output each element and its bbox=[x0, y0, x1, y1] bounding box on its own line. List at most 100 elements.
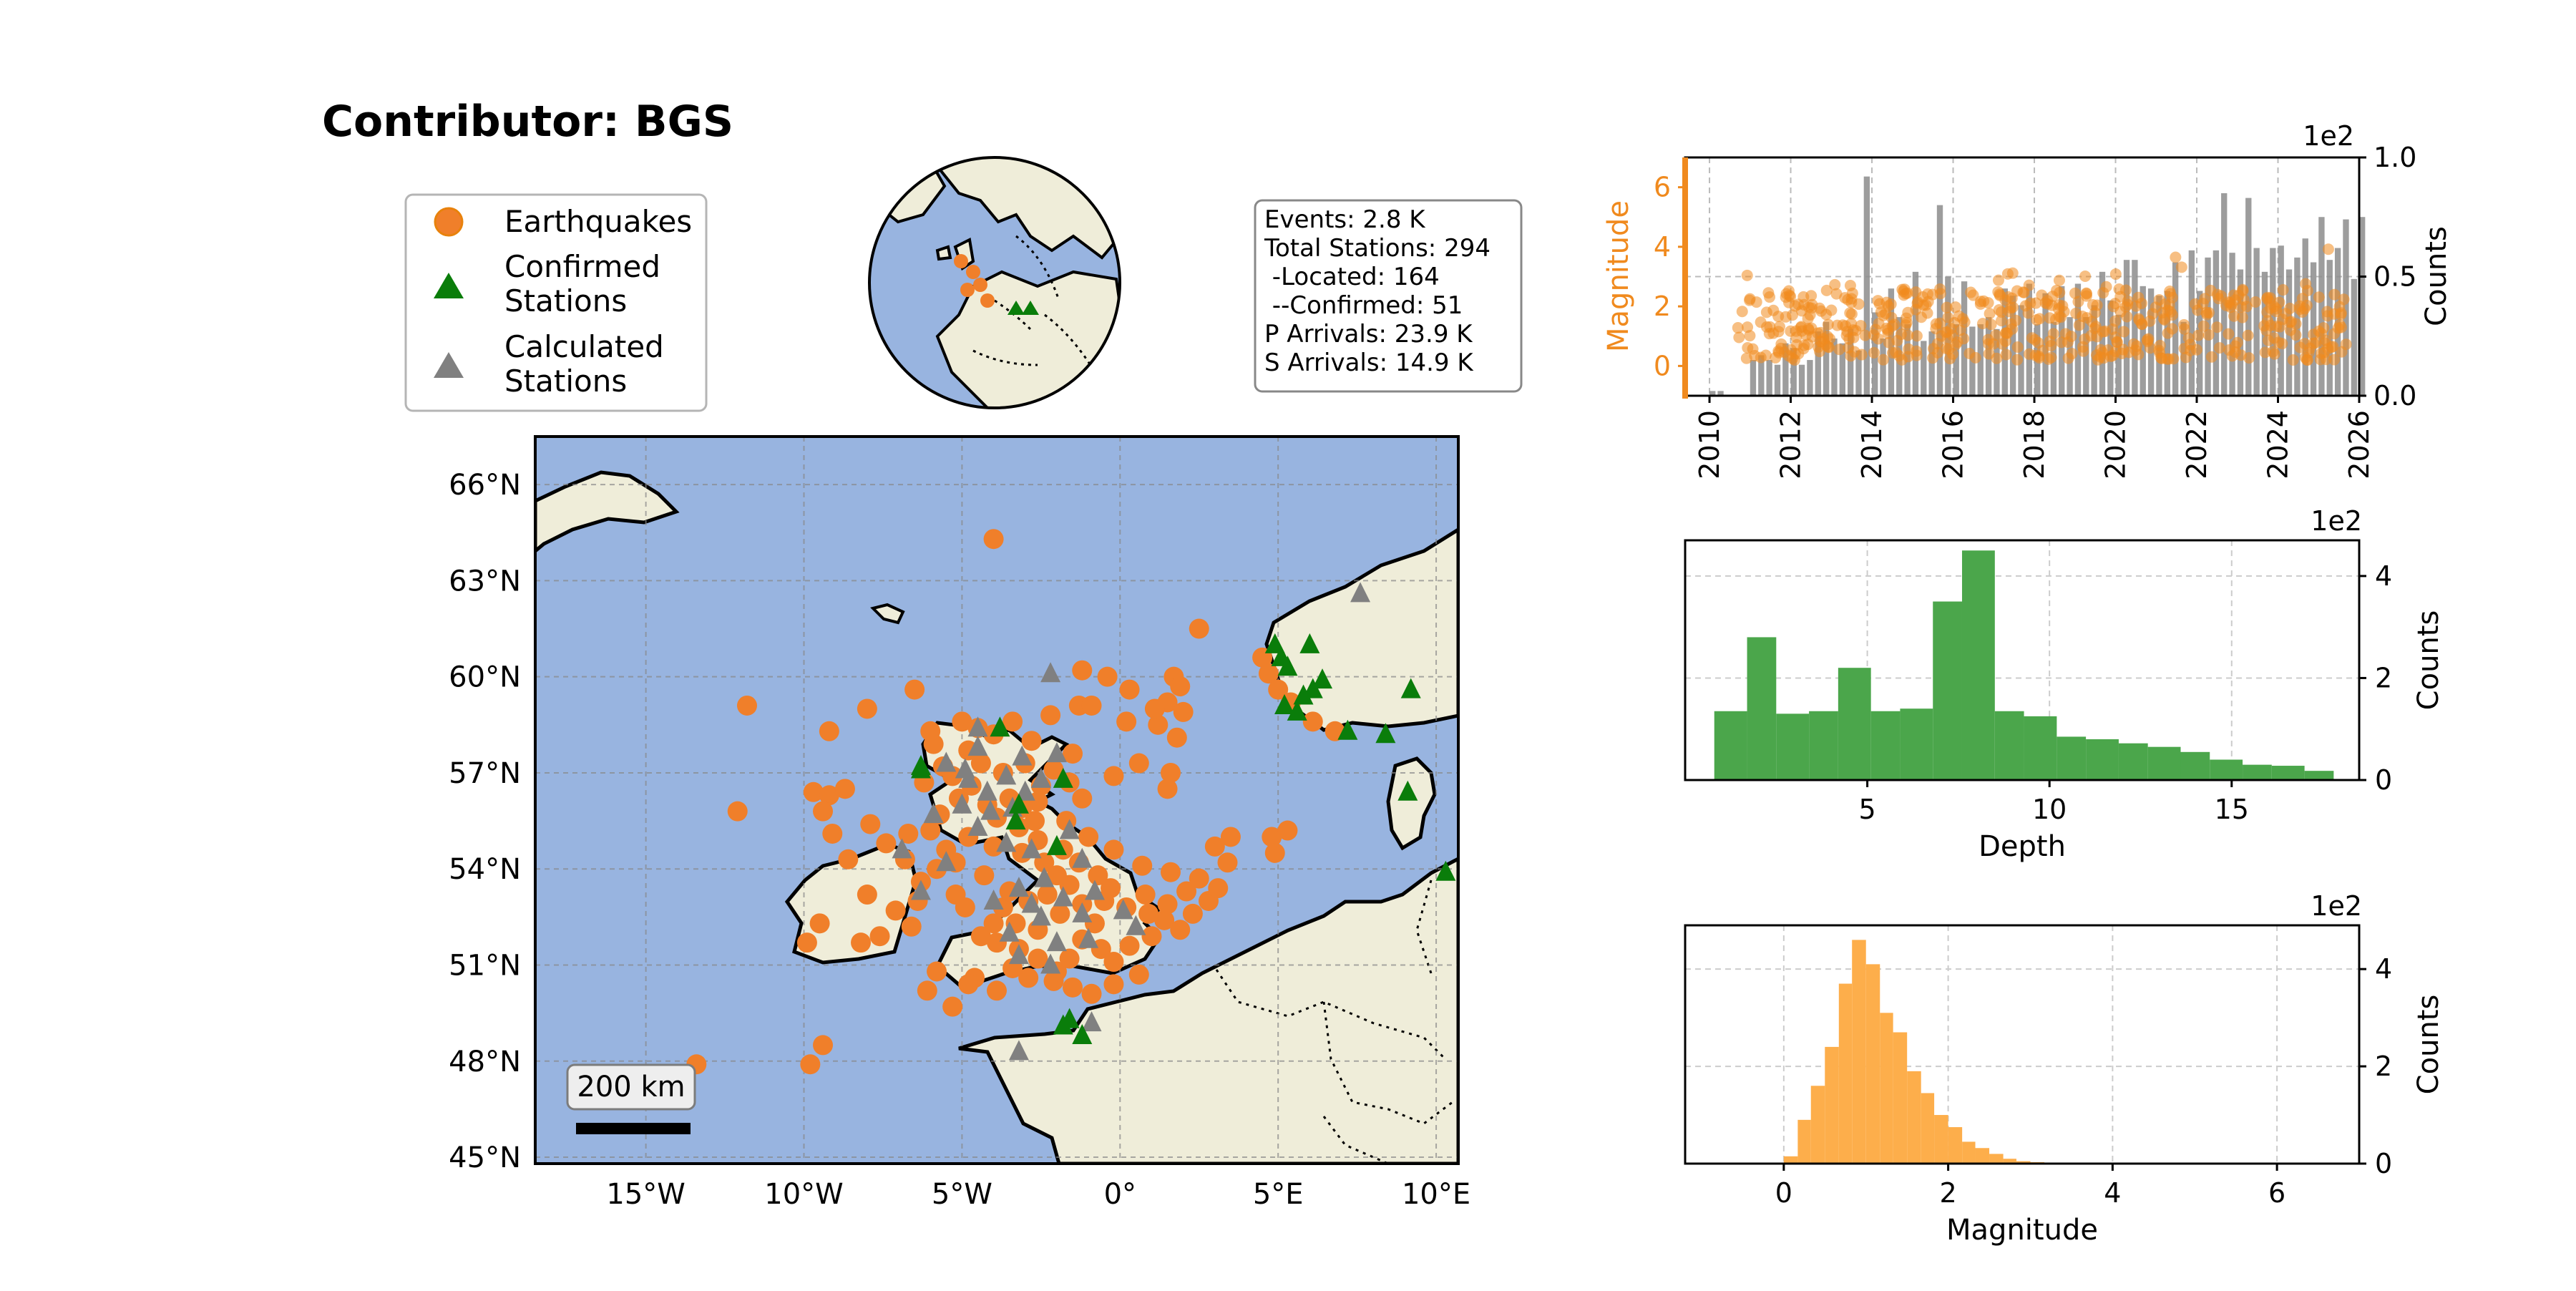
figure-title: Contributor: BGS bbox=[322, 97, 733, 147]
magnitude-point bbox=[1732, 322, 1744, 334]
count-bar bbox=[1758, 355, 1765, 396]
magnitude-point bbox=[1891, 334, 1903, 346]
magnitude-point bbox=[2011, 354, 2024, 366]
magnitude-point bbox=[1742, 341, 1754, 354]
depth-histogram: 5 10 15 0 2 4 Depth Counts 1e2 bbox=[1684, 505, 2445, 863]
magnitude-point bbox=[2270, 303, 2283, 315]
magnitude-point bbox=[2165, 288, 2177, 300]
magnitude-point bbox=[2090, 349, 2102, 361]
magnitude-point bbox=[2036, 344, 2049, 356]
depth-bar bbox=[2304, 771, 2334, 780]
y-axis-title: Counts bbox=[2412, 610, 2445, 711]
magnitude-point bbox=[2104, 351, 2117, 363]
earthquake-marker bbox=[1166, 727, 1187, 748]
earthquake-marker bbox=[1157, 779, 1178, 799]
magnitude-point bbox=[2280, 308, 2292, 320]
magnitude-point bbox=[2167, 353, 2180, 365]
earthquake-marker bbox=[813, 1035, 834, 1056]
earthquake-marker bbox=[736, 695, 757, 716]
magnitude-point bbox=[1882, 324, 1894, 336]
magnitude-point bbox=[2287, 354, 2299, 366]
confirmed-station-marker bbox=[1053, 767, 1073, 788]
confirmed-station-marker bbox=[1046, 834, 1067, 855]
earthquake-marker bbox=[800, 1054, 821, 1075]
magnitude-point bbox=[2301, 285, 2313, 297]
count-bar bbox=[1831, 338, 1838, 396]
magnitude-point bbox=[2001, 327, 2014, 339]
stats-box: Events: 2.8 K Total Stations: 294 -Locat… bbox=[1254, 199, 1523, 393]
magnitude-point bbox=[2052, 303, 2064, 315]
count-bar bbox=[1863, 176, 1870, 396]
depth-bar bbox=[1961, 550, 1995, 780]
magnitude-point bbox=[1741, 269, 1753, 281]
earthquake-marker bbox=[958, 974, 979, 995]
earthquake-marker bbox=[904, 679, 925, 700]
magnitude-point bbox=[1993, 304, 2005, 316]
magnitude-bar bbox=[1975, 1148, 1990, 1164]
earthquake-marker bbox=[1208, 878, 1229, 899]
map-legend: Earthquakes Confirmed Stations Calculated… bbox=[404, 193, 708, 412]
magnitude-point bbox=[2333, 319, 2346, 331]
calculated-station-marker bbox=[1008, 944, 1029, 965]
count-bar bbox=[1880, 338, 1886, 396]
earthquake-marker bbox=[1088, 865, 1108, 886]
magnitude-point bbox=[2190, 344, 2202, 356]
magnitude-point bbox=[1958, 316, 1971, 328]
magnitude-point bbox=[1985, 318, 1997, 331]
confirmed-station-marker bbox=[990, 716, 1010, 737]
magnitude-point bbox=[2142, 336, 2154, 348]
magnitude-point bbox=[2155, 352, 2167, 364]
earthquake-marker bbox=[1144, 698, 1165, 719]
lon-tick-label: 5°E bbox=[1253, 1178, 1304, 1211]
magnitude-point bbox=[2200, 306, 2212, 318]
magnitude-point bbox=[2123, 346, 2135, 359]
magnitude-point bbox=[2109, 315, 2122, 327]
earthquake-marker bbox=[1063, 744, 1083, 764]
magnitude-point bbox=[2228, 310, 2240, 322]
left-tick-label: 2 bbox=[1654, 291, 1671, 322]
magnitude-point bbox=[2225, 298, 2238, 311]
map-confirmed-station-layer bbox=[910, 633, 1456, 1044]
magnitude-point bbox=[2178, 323, 2190, 335]
earthquake-marker bbox=[1302, 711, 1323, 732]
magnitude-point bbox=[1916, 311, 1928, 323]
magnitude-point bbox=[1984, 308, 1996, 320]
right-tick-label: 1.0 bbox=[2373, 142, 2416, 173]
calculated-station-marker bbox=[952, 793, 972, 814]
earthquake-marker bbox=[983, 529, 1004, 550]
calculated-station-marker bbox=[977, 780, 997, 801]
magnitude-bar bbox=[1921, 1093, 1935, 1164]
globe-event-marker bbox=[973, 278, 987, 292]
magnitude-point bbox=[2277, 284, 2289, 296]
earthquake-marker bbox=[1128, 753, 1149, 774]
magnitude-point bbox=[1903, 343, 1915, 355]
map-axis-labels: 45°N 48°N 51°N 54°N 57°N 60°N 63°N 66°N 15°W 10°W… bbox=[449, 469, 1470, 1211]
earthquake-marker-icon bbox=[434, 207, 464, 237]
magnitude-point bbox=[2313, 291, 2325, 303]
magnitude-point bbox=[2233, 289, 2245, 301]
magnitude-point bbox=[1880, 307, 1892, 319]
stats-confirmed: --Confirmed: 51 bbox=[1264, 291, 1463, 320]
calculated-station-triangle-icon bbox=[434, 352, 464, 378]
depth-bar bbox=[1994, 711, 2024, 780]
earthquake-marker bbox=[876, 833, 897, 854]
earthquake-marker bbox=[838, 849, 859, 869]
magnitude-point bbox=[2290, 318, 2302, 330]
calculated-station-marker bbox=[936, 751, 957, 772]
calculated-station-marker bbox=[1113, 899, 1133, 920]
globe-event-marker bbox=[966, 265, 980, 279]
magnitude-point bbox=[2213, 342, 2225, 354]
magnitude-point bbox=[1764, 291, 1776, 303]
earthquake-marker bbox=[1119, 935, 1140, 956]
magnitude-point bbox=[1855, 349, 1868, 361]
earthquake-marker bbox=[834, 779, 855, 799]
left-axis-title: Magnitude bbox=[1602, 200, 1635, 352]
count-bar bbox=[2351, 278, 2357, 396]
count-bar bbox=[2188, 250, 2195, 396]
calculated-station-marker bbox=[996, 764, 1017, 785]
magnitude-point bbox=[1840, 320, 1852, 332]
lat-tick-label: 63°N bbox=[449, 565, 521, 598]
earthquake-marker bbox=[1103, 952, 1124, 973]
magnitude-bar bbox=[1865, 964, 1880, 1164]
magnitude-point bbox=[1830, 288, 1843, 300]
